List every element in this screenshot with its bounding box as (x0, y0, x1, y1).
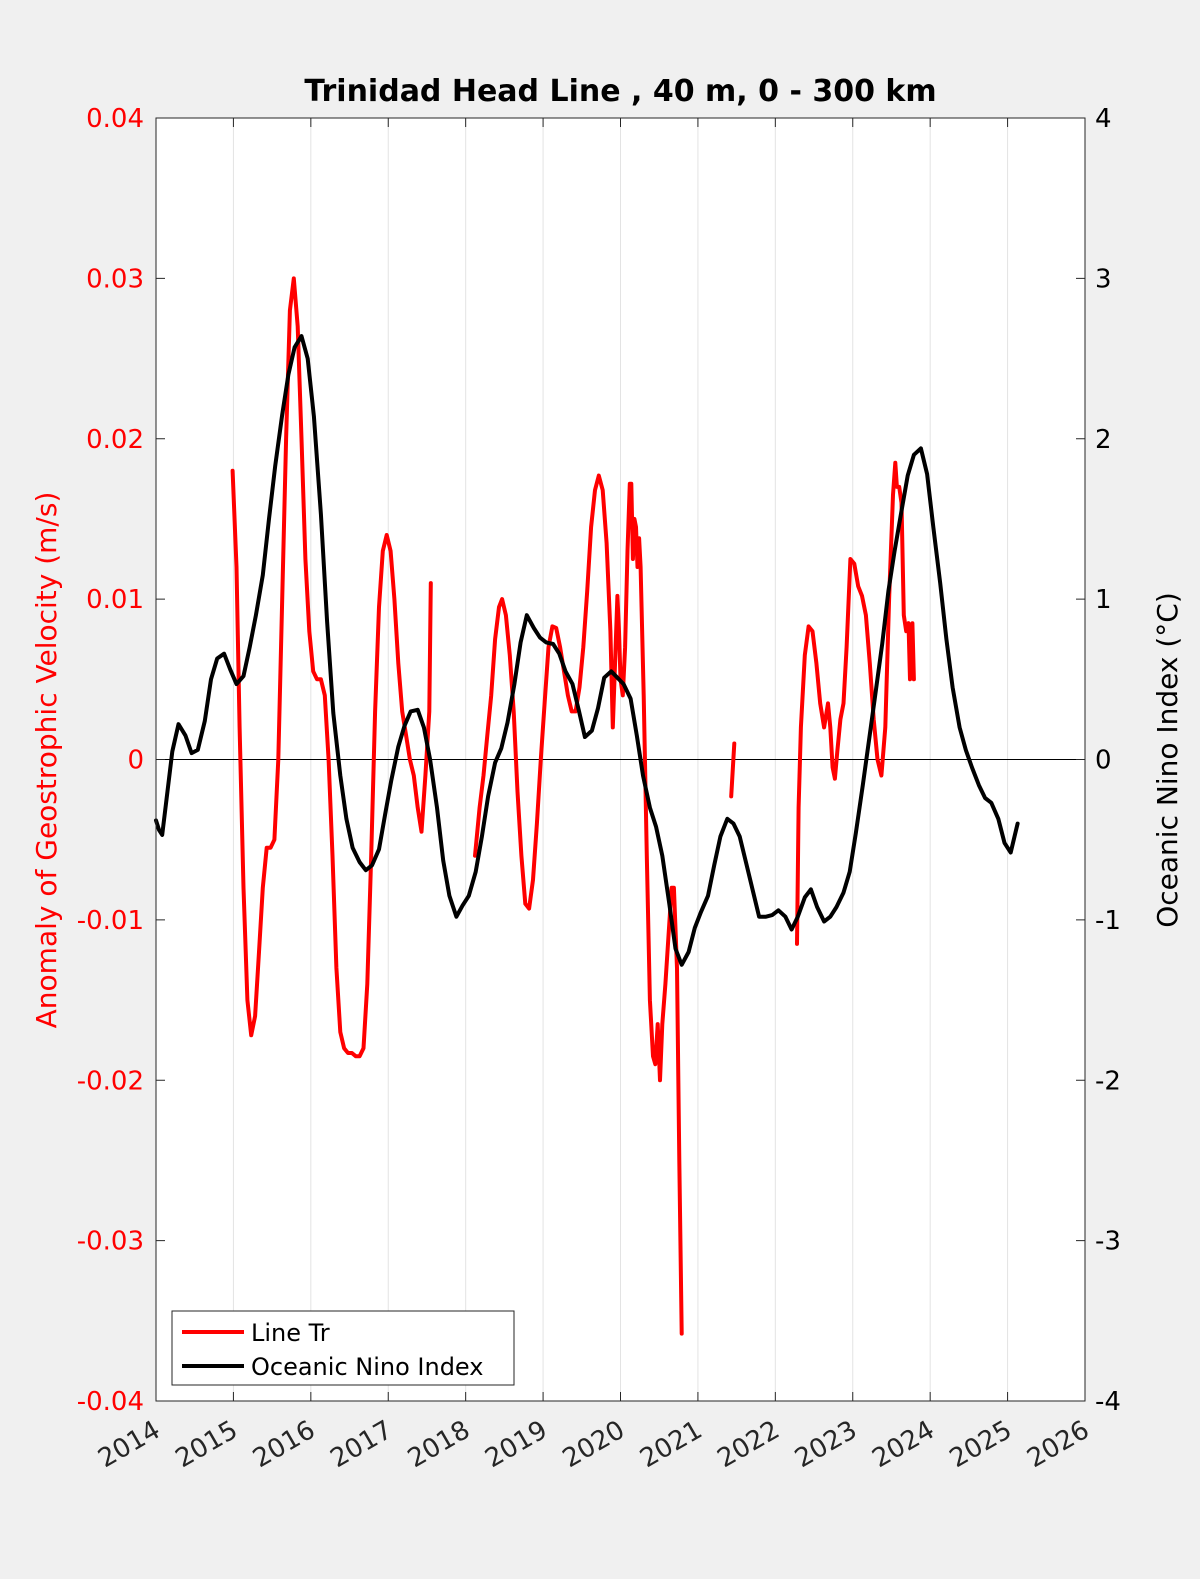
right-y-tick-label: 2 (1095, 425, 1112, 455)
left-y-tick-label: -0.04 (77, 1387, 144, 1417)
legend-label-oni: Oceanic Nino Index (251, 1353, 483, 1381)
line-tr-series-segment-4 (795, 460, 916, 946)
series-layer (154, 276, 1020, 1336)
left-y-tick-label: -0.03 (77, 1227, 144, 1257)
oni-series-line (154, 334, 1020, 967)
legend: Line Tr Oceanic Nino Index (171, 1310, 515, 1386)
right-y-tick-label: 0 (1095, 746, 1112, 776)
legend-box (171, 1310, 515, 1386)
left-y-tick-label: -0.01 (77, 906, 144, 936)
left-y-tick-label: -0.02 (77, 1066, 144, 1096)
right-y-axis-label: Oceanic Nino Index (°C) (1151, 592, 1184, 928)
right-y-tick-label: 4 (1095, 104, 1112, 134)
left-y-tick-label: 0.01 (86, 585, 144, 615)
line-tr-series-segment-2 (473, 473, 684, 1336)
right-y-tick-label: -4 (1095, 1387, 1121, 1417)
right-y-tick-label: 3 (1095, 264, 1112, 294)
right-y-tick-label: 1 (1095, 585, 1112, 615)
right-y-tick-label: -1 (1095, 906, 1121, 936)
left-y-tick-label: 0.04 (86, 104, 144, 134)
chart-title: Trinidad Head Line , 40 m, 0 - 300 km (304, 74, 936, 109)
right-y-tick-label: -3 (1095, 1227, 1121, 1257)
legend-label-line-tr: Line Tr (251, 1319, 330, 1347)
line-tr-series-segment-1 (230, 276, 433, 1059)
left-y-tick-label: 0.02 (86, 425, 144, 455)
left-y-tick-label: 0.03 (86, 264, 144, 294)
right-y-tick-label: -2 (1095, 1066, 1121, 1096)
axis-layer: 2014 2015 2016 2017 2018 2019 2020 2021 2022 2023… (77, 104, 1121, 1474)
left-y-tick-label: 0 (127, 746, 144, 776)
line-tr-series-segment-3 (729, 741, 737, 799)
left-y-axis-label: Anomaly of Geostrophic Velocity (m/s) (30, 492, 63, 1029)
